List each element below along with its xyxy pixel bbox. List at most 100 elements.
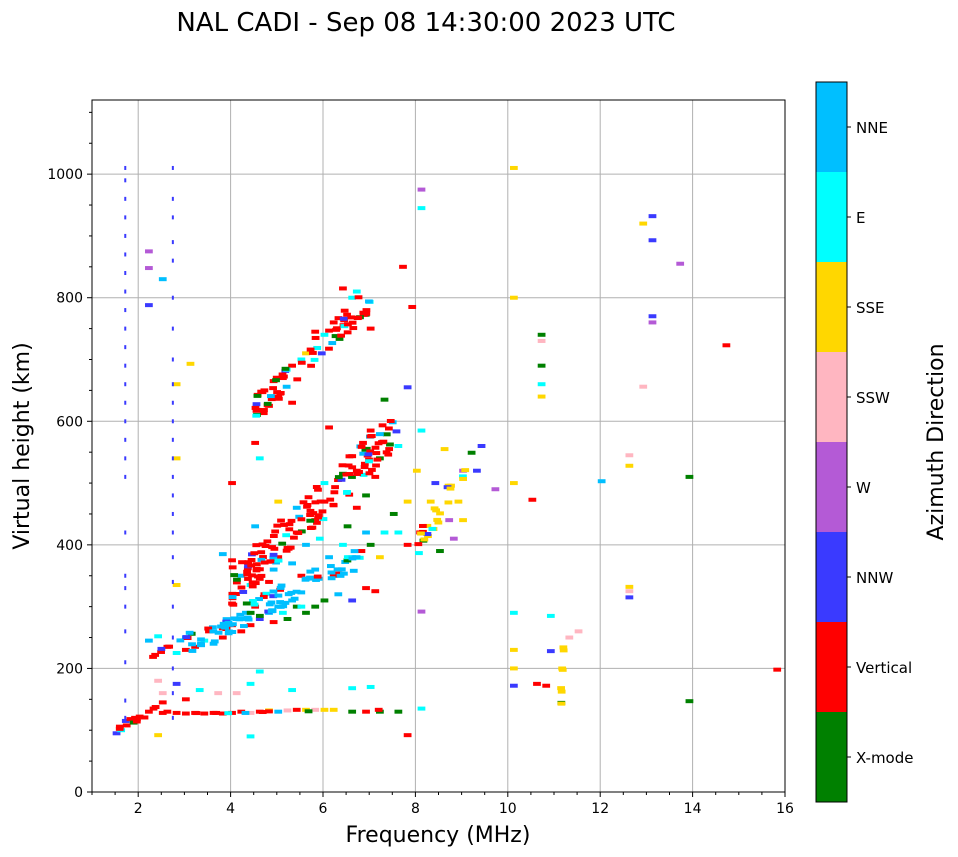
echo-point — [537, 382, 546, 387]
echo-trace-point — [248, 584, 257, 589]
echo-point — [154, 733, 163, 738]
streak-point — [124, 215, 127, 220]
echo-trace-point — [325, 328, 333, 333]
echo-trace-point — [209, 629, 218, 634]
echo-trace-point — [461, 468, 470, 473]
chart-title: NAL CADI - Sep 08 14:30:00 2023 UTC — [176, 8, 675, 38]
echo-point — [246, 734, 255, 739]
echo-point — [251, 440, 260, 445]
echo-point — [648, 314, 657, 319]
streak-point — [171, 493, 174, 498]
echo-point — [311, 567, 320, 572]
echo-point — [362, 530, 370, 535]
echo-trace-point — [359, 451, 368, 456]
colorbar-tick-label: Vertical — [856, 659, 912, 677]
echo-point — [389, 511, 398, 516]
echo-trace-point — [235, 617, 244, 622]
streak-point — [124, 698, 127, 703]
echo-point — [121, 718, 130, 723]
echo-trace-point — [266, 559, 275, 564]
colorbar-tick-label: NNW — [856, 569, 893, 587]
streak-point — [171, 456, 174, 461]
echo-point — [228, 558, 236, 563]
echo-trace-point — [260, 408, 268, 413]
streak-point — [171, 715, 174, 720]
echo-point — [145, 266, 153, 271]
echo-trace-point — [197, 643, 206, 648]
echo-point — [639, 221, 648, 226]
echo-trace-point — [222, 617, 231, 622]
echo-trace-point — [287, 590, 296, 595]
echo-trace-point — [428, 526, 437, 531]
echo-trace-point — [233, 577, 241, 582]
echo-point — [491, 487, 500, 492]
echo-trace-point — [250, 602, 259, 607]
echo-trace-point — [366, 449, 375, 454]
echo-trace-point — [559, 648, 568, 653]
echo-point — [380, 397, 389, 402]
echo-trace-point — [467, 450, 476, 455]
echo-point — [214, 691, 223, 696]
echo-point — [311, 707, 320, 712]
echo-point — [329, 573, 338, 578]
echo-point — [773, 667, 782, 672]
streak-point — [171, 437, 174, 442]
echo-trace-point — [278, 541, 287, 546]
echo-point — [163, 709, 172, 714]
colorbar-tick-label: NNE — [856, 119, 888, 137]
streak-point — [171, 691, 174, 696]
echo-trace-point — [372, 463, 380, 468]
echo-point — [528, 497, 537, 502]
echo-trace-point — [311, 500, 320, 505]
echo-trace-point — [244, 576, 252, 581]
echo-trace-point — [267, 397, 276, 402]
streak-point — [171, 382, 174, 387]
echo-point — [325, 425, 333, 430]
echo-point — [320, 707, 329, 712]
echo-trace-point — [252, 543, 261, 548]
streak-point — [171, 295, 174, 300]
echo-point — [126, 717, 135, 722]
echo-point — [625, 584, 634, 589]
echo-point — [625, 595, 634, 600]
echo-trace-point — [376, 432, 384, 437]
echo-point — [445, 518, 454, 523]
echo-point — [218, 552, 227, 557]
x-tick-label: 10 — [499, 801, 517, 817]
echo-trace-point — [308, 525, 317, 530]
echo-trace-point — [334, 571, 343, 576]
echo-trace-point — [292, 589, 301, 594]
echo-point — [172, 456, 181, 461]
echo-point — [339, 542, 347, 547]
echo-point — [195, 688, 204, 693]
y-tick-label: 400 — [56, 538, 83, 554]
echo-trace-point — [244, 560, 253, 565]
echo-trace-point — [297, 517, 306, 522]
echo-trace-point — [228, 595, 237, 600]
echo-point — [574, 629, 583, 634]
echo-trace-point — [275, 396, 283, 401]
echo-point — [135, 714, 144, 719]
echo-trace-point — [331, 485, 339, 490]
x-tick-label: 4 — [226, 801, 235, 817]
echo-trace-point — [339, 316, 348, 321]
echo-trace-point — [284, 546, 293, 551]
echo-trace-point — [219, 621, 228, 626]
echo-point — [246, 623, 255, 628]
echo-trace-point — [297, 590, 306, 595]
echo-point — [454, 499, 463, 504]
echo-point — [537, 363, 546, 368]
echo-trace-point — [115, 724, 124, 729]
streak-point — [171, 555, 174, 560]
echo-trace-point — [259, 411, 268, 416]
x-tick-label: 14 — [684, 801, 702, 817]
echo-trace-point — [265, 709, 273, 714]
echo-point — [145, 303, 153, 308]
echo-trace-point — [417, 531, 425, 536]
echo-point — [205, 629, 213, 634]
echo-trace-point — [337, 477, 346, 482]
echo-point — [352, 289, 361, 294]
echo-trace-point — [255, 597, 263, 602]
data-marks — [112, 165, 782, 739]
